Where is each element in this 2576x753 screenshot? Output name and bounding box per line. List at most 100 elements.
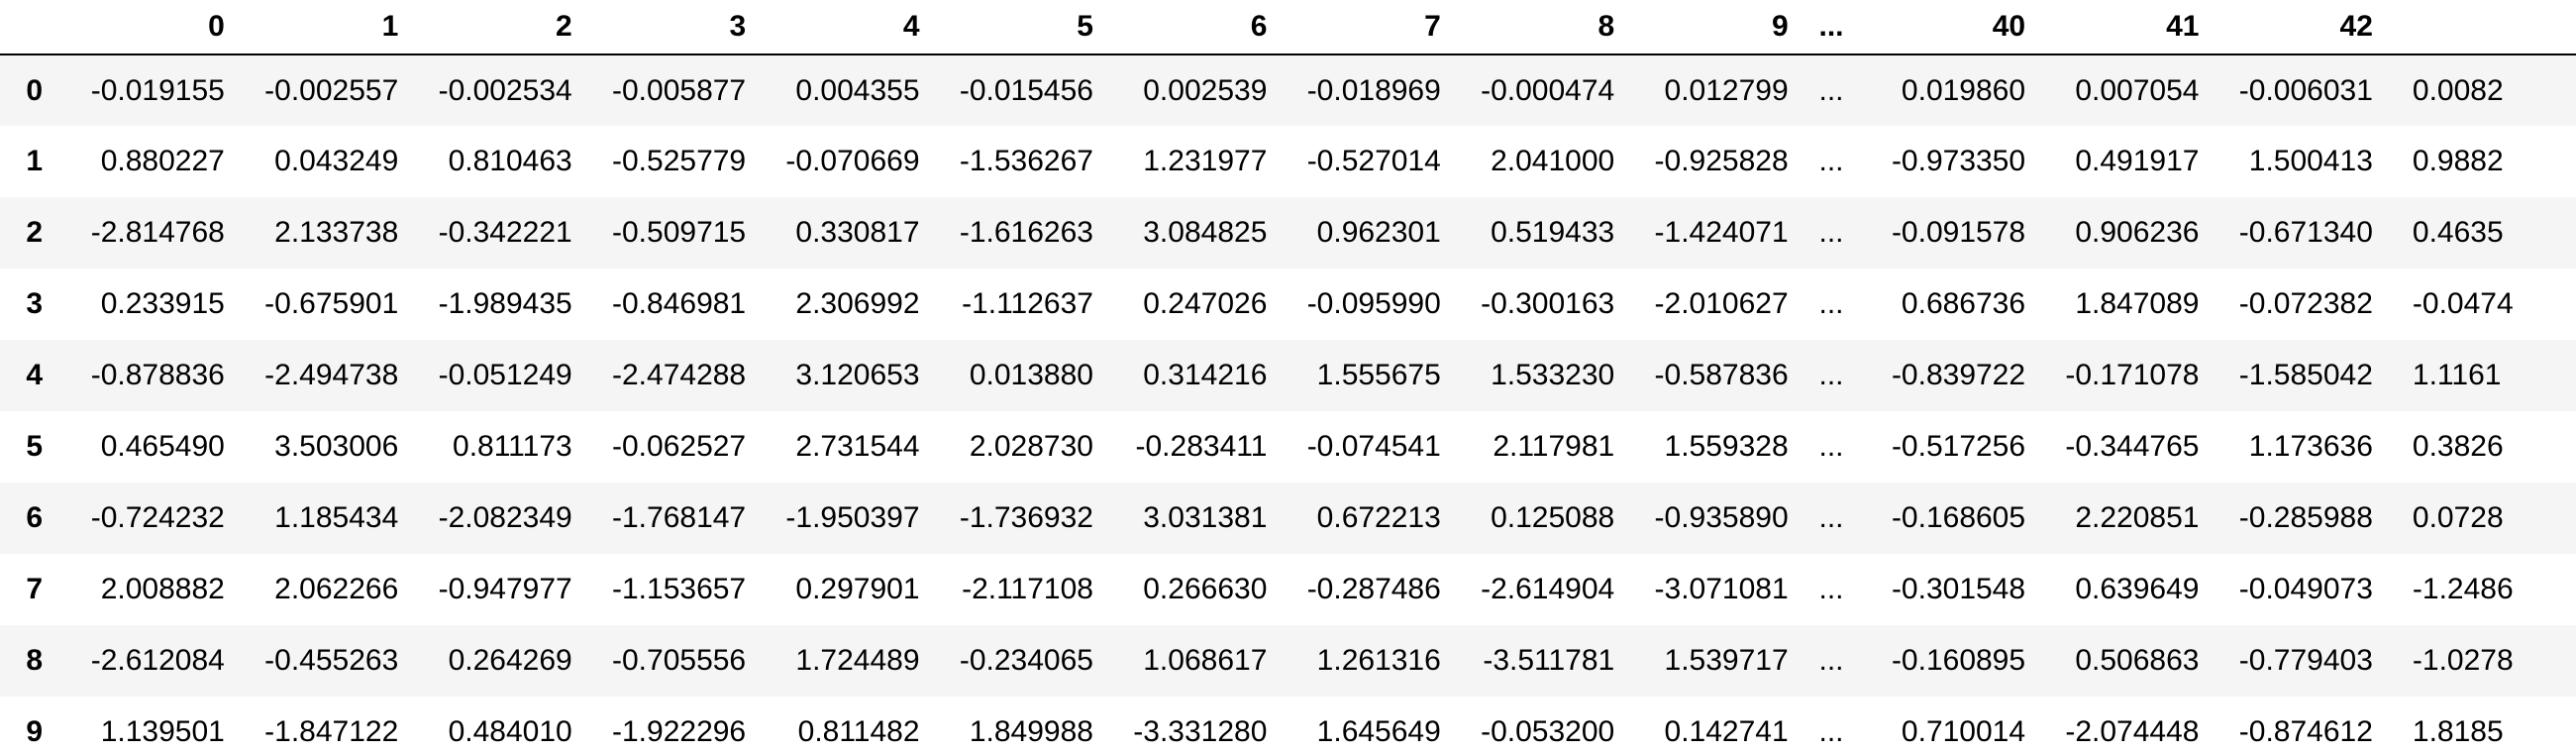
table-cell: -0.234065: [959, 644, 1093, 677]
table-cell: -0.070669: [785, 145, 920, 177]
table-cell: -1.616263: [959, 216, 1093, 249]
ellipsis-cell: ...: [1818, 644, 1844, 677]
table-cell: 0.297901: [795, 573, 920, 605]
table-cell: 0.9882: [2412, 145, 2504, 177]
column-header: 3: [589, 0, 765, 55]
table-cell: 0.484010: [448, 715, 572, 748]
table-cell: -0.000474: [1481, 73, 1615, 107]
table-cell: -1.922296: [612, 715, 747, 748]
table-cell: 2.306992: [795, 287, 920, 320]
index-header: [0, 0, 69, 55]
table-cell: 1.068617: [1143, 644, 1268, 677]
row-index: 1: [26, 145, 44, 177]
table-cell: -0.005877: [612, 73, 747, 107]
table-cell: 1.559328: [1664, 430, 1789, 463]
ellipsis-cell: ...: [1818, 145, 1844, 177]
table-cell: 0.247026: [1143, 287, 1268, 320]
table-cell: -0.062527: [612, 430, 747, 463]
table-cell: -0.342221: [438, 216, 572, 249]
table-cell: -0.300163: [1481, 287, 1615, 320]
table-cell: -1.847122: [264, 715, 399, 748]
table-cell: 0.506863: [2075, 644, 2200, 677]
column-header: 6: [1110, 0, 1286, 55]
table-cell: -1.112637: [962, 287, 1093, 320]
ellipsis-cell: ...: [1818, 73, 1844, 107]
ellipsis-cell: ...: [1818, 359, 1844, 391]
table-cell: 0.266630: [1143, 573, 1268, 605]
table-cell: 3.084825: [1143, 216, 1268, 249]
table-cell: 2.041000: [1491, 145, 1615, 177]
table-cell: -0.517256: [1891, 430, 2026, 463]
row-index: 5: [26, 430, 44, 463]
table-cell: -1.424071: [1654, 216, 1789, 249]
table-cell: -1.153657: [612, 573, 747, 605]
table-cell: -0.053200: [1481, 715, 1615, 748]
table-cell: -0.091578: [1891, 216, 2026, 249]
table-cell: 0.491917: [2075, 145, 2200, 177]
table-cell: -0.095990: [1306, 287, 1441, 320]
table-cell: 0.962301: [1316, 216, 1441, 249]
column-header: 9: [1632, 0, 1806, 55]
table-cell: -0.846981: [612, 287, 747, 320]
table-cell: -0.455263: [264, 644, 399, 677]
table-cell: 0.004355: [795, 73, 920, 107]
table-cell: -0.051249: [438, 359, 572, 391]
table-cell: -0.925828: [1654, 145, 1789, 177]
table-cell: 0.672213: [1316, 501, 1441, 534]
table-cell: -0.839722: [1891, 359, 2026, 391]
table-cell: 1.1161: [2412, 359, 2502, 391]
table-cell: 2.008882: [100, 573, 225, 605]
table-cell: 0.811173: [453, 430, 572, 463]
table-cell: -2.474288: [612, 359, 747, 391]
table-cell: -2.117108: [962, 573, 1093, 605]
table-cell: 0.012799: [1664, 73, 1789, 107]
row-index: 8: [26, 644, 44, 677]
table-cell: -0.878836: [90, 359, 225, 391]
table-cell: -0.973350: [1891, 145, 2026, 177]
table-cell: 1.231977: [1143, 145, 1268, 177]
table-cell: -0.171078: [2065, 359, 2200, 391]
table-cell: -0.015456: [959, 73, 1093, 107]
table-cell: 0.880227: [100, 145, 225, 177]
table-cell: 1.173636: [2248, 430, 2373, 463]
table-cell: 0.810463: [448, 145, 572, 177]
table-cell: 0.639649: [2075, 573, 2200, 605]
table-cell: 0.465490: [100, 430, 225, 463]
table-cell: -0.525779: [612, 145, 747, 177]
table-cell: 0.019860: [1901, 73, 2026, 107]
table-cell: -3.511781: [1483, 644, 1615, 677]
ellipsis-cell: ...: [1818, 287, 1844, 320]
table-cell: 0.710014: [1901, 715, 2026, 748]
table-cell: 1.533230: [1491, 359, 1615, 391]
table-cell: 1.185434: [274, 501, 399, 534]
table-header: 0 1 2 3 4 5 6 7 8 9... 40 41 42: [0, 0, 2576, 55]
column-header: 1: [242, 0, 417, 55]
column-header: 42: [2216, 0, 2391, 55]
column-header: 2: [416, 0, 590, 55]
table-cell: -0.675901: [264, 287, 399, 320]
table-cell: 1.645649: [1316, 715, 1441, 748]
column-header: 0: [68, 0, 243, 55]
table-cell: 0.906236: [2075, 216, 2200, 249]
table-cell: 0.0728: [2412, 501, 2504, 534]
table-cell: -0.671340: [2238, 216, 2373, 249]
table-cell: 2.133738: [274, 216, 399, 249]
table-cell: -0.019155: [90, 73, 225, 107]
table-body: 0 -0.019155 -0.002557 -0.002534 -0.005877 0.0…: [0, 54, 2576, 753]
table-cell: -0.072382: [2238, 287, 2373, 320]
table-cell: -0.287486: [1306, 573, 1441, 605]
table-cell: -1.536267: [959, 145, 1093, 177]
header-row: 0 1 2 3 4 5 6 7 8 9... 40 41 42: [0, 0, 2576, 55]
row-index: 7: [26, 573, 44, 605]
table-cell: -0.874612: [2238, 715, 2373, 748]
row-index: 3: [26, 287, 44, 320]
table-cell: 0.002539: [1143, 73, 1268, 107]
table-cell: 3.503006: [274, 430, 399, 463]
table-cell: -0.509715: [612, 216, 747, 249]
table-cell: 1.8185: [2412, 715, 2504, 748]
table-cell: 0.142741: [1664, 715, 1789, 748]
table-cell: -0.160895: [1891, 644, 2026, 677]
table-cell: -0.049073: [2238, 573, 2373, 605]
